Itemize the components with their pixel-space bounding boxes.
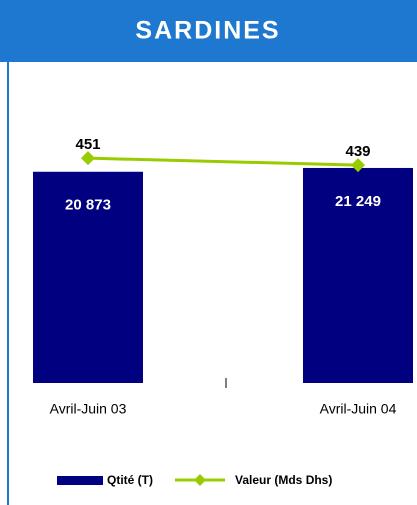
line — [87, 156, 359, 167]
legend-label: Valeur (Mds Dhs) — [235, 473, 332, 487]
legend-label: Qtité (T) — [107, 473, 153, 487]
legend-marker — [194, 474, 206, 486]
chart-title: SARDINES — [135, 17, 280, 45]
bar-value-label: 20 873 — [65, 197, 111, 214]
line-value-label: 439 — [345, 143, 370, 160]
x-tick-label: Avril-Juin 04 — [320, 401, 397, 417]
x-tick-label: Avril-Juin 03 — [50, 401, 127, 417]
line-marker — [351, 158, 365, 173]
line-marker — [81, 151, 95, 166]
header-band — [0, 0, 417, 62]
bar — [33, 171, 143, 383]
bar-value-label: 21 249 — [335, 193, 381, 210]
line-value-label: 451 — [75, 136, 100, 153]
legend-swatch — [57, 476, 103, 485]
bar — [303, 167, 413, 383]
